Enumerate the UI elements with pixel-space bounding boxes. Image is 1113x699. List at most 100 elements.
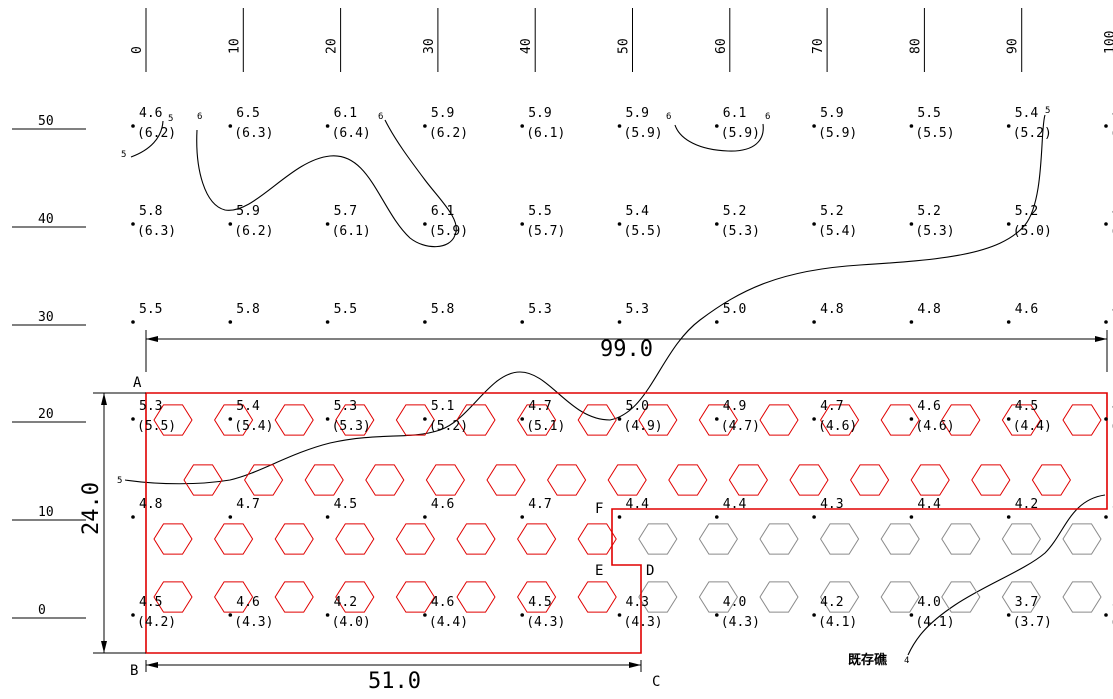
contour-label: 5 <box>121 150 126 160</box>
dimension-arrows <box>101 336 1107 668</box>
new-pile-hexagon <box>214 581 254 613</box>
new-pile-hexagon <box>274 404 314 436</box>
new-pile-hexagon <box>274 523 314 555</box>
measurement-value-alt: (5.9) <box>624 126 663 141</box>
contour-line-5-long <box>124 114 1046 485</box>
measurement-point-dot <box>1104 124 1108 128</box>
new-pile-hexagon <box>880 404 920 436</box>
measurement-value: 5.8 <box>431 302 454 317</box>
existing-pile-hexagon <box>698 581 738 613</box>
measurement-point-dot <box>812 222 816 226</box>
measurement-point-dot <box>423 417 427 421</box>
measurement-value-alt: (5.1) <box>526 419 565 434</box>
measurement-point-dot <box>1006 515 1011 519</box>
new-pile-hexagon <box>365 464 405 496</box>
new-pile-hexagon <box>577 404 617 436</box>
measurement-point-dot <box>325 124 330 128</box>
measurement-point-dot <box>1006 124 1011 128</box>
corner-label-d: D <box>646 563 654 579</box>
measurement-point-dot <box>715 320 719 324</box>
measurement-value: 6.1 <box>334 106 357 121</box>
measurement-point-dot <box>423 222 427 226</box>
measurement-point-dot <box>715 515 719 519</box>
measurement-point-dot <box>228 417 233 421</box>
new-pile-hexagon <box>1001 404 1041 436</box>
measurement-value: 5.5 <box>917 106 940 121</box>
x-axis-label: 20 <box>325 38 340 54</box>
measurement-value: 5.3 <box>139 399 162 414</box>
measurement-value-alt: (4.0) <box>332 615 371 630</box>
contour-label: 5 <box>168 114 173 124</box>
dimension-width-top: 99.0 <box>600 337 653 362</box>
measurement-value: 4.5 <box>528 595 551 610</box>
measurement-value-alt: (4.9) <box>624 419 663 434</box>
measurement-value: 5.5 <box>528 204 551 219</box>
measurement-point-dot <box>520 613 524 617</box>
measurement-value: 4.3 <box>626 595 649 610</box>
measurement-point-dot <box>715 124 719 128</box>
dimension-height-left: 24.0 <box>79 482 104 535</box>
measurement-value: 5.2 <box>1015 204 1038 219</box>
x-axis-label: 50 <box>617 38 632 54</box>
new-pile-hexagon <box>1062 404 1102 436</box>
measurement-value: 5.4 <box>626 204 650 219</box>
measurement-point-dot <box>617 124 622 128</box>
measurement-value: 4.5 <box>334 497 357 512</box>
measurement-point-dot <box>812 417 816 421</box>
measurement-point-dot <box>1006 417 1011 421</box>
measurement-value-alt: (5.3) <box>915 224 954 239</box>
measurement-point-dot <box>423 124 427 128</box>
measurement-value-alt: (5.9) <box>429 224 468 239</box>
contour-lines <box>124 114 1106 656</box>
measurement-point-dot <box>1006 320 1011 324</box>
dimension-lines <box>93 330 1108 672</box>
measurement-value-alt: (6.2) <box>137 126 176 141</box>
contour-label: 6 <box>197 112 202 122</box>
measurement-point-dot <box>325 417 330 421</box>
measurement-value: 4.8 <box>820 302 843 317</box>
measurement-point-dot <box>520 417 524 421</box>
measurement-point-dot <box>131 613 135 617</box>
new-pile-hexagon <box>517 581 557 613</box>
measurement-value-alt: (3.7) <box>1013 615 1052 630</box>
measurement-value-alt: (4.3) <box>624 615 663 630</box>
existing-pile-hexagon <box>1001 523 1041 555</box>
new-pile-hexagon <box>214 404 254 436</box>
measurement-value: 4.2 <box>334 595 357 610</box>
new-pile-hexagon <box>456 581 496 613</box>
measurement-value-alt: (4.4) <box>1110 419 1113 434</box>
measurement-point-dot <box>1104 222 1108 226</box>
x-axis-label: 70 <box>811 38 826 54</box>
measurement-value: 5.8 <box>236 302 259 317</box>
measurement-value-alt: (3.9) <box>1110 615 1113 630</box>
measurement-value-alt: (4.7) <box>721 419 760 434</box>
measurement-value: 4.5 <box>1015 399 1038 414</box>
x-axis-label: 80 <box>908 38 923 54</box>
measurement-point-dot <box>1104 613 1108 617</box>
measurement-point-dot <box>715 417 719 421</box>
new-pile-hexagon <box>971 464 1011 496</box>
existing-pile-hexagon <box>941 581 981 613</box>
existing-pile-hexagon <box>1001 581 1041 613</box>
measurement-point-dot <box>325 222 330 226</box>
measurement-value-alt: (4.1) <box>915 615 954 630</box>
measurement-point-dot <box>520 515 524 519</box>
contour-line-6-left <box>196 119 457 248</box>
measurement-value: 3.7 <box>1015 595 1038 610</box>
measurement-point-dot <box>423 320 427 324</box>
measurement-point-dot <box>812 515 816 519</box>
measurement-value: 5.2 <box>917 204 940 219</box>
measurement-value-alt: (5.5) <box>624 224 663 239</box>
measurement-value: 4.6 <box>1015 302 1038 317</box>
y-axis-label: 10 <box>38 505 54 520</box>
measurement-point-dot <box>812 320 816 324</box>
new-pile-hexagon <box>335 404 375 436</box>
measurement-point-dot <box>1104 417 1108 421</box>
existing-pile-hexagon <box>759 523 799 555</box>
measurement-point-dot <box>812 124 816 128</box>
new-pile-hexagon <box>698 404 738 436</box>
measurement-point-dot <box>617 613 622 617</box>
new-pile-hexagon <box>517 404 557 436</box>
new-pile-hexagon <box>244 464 284 496</box>
